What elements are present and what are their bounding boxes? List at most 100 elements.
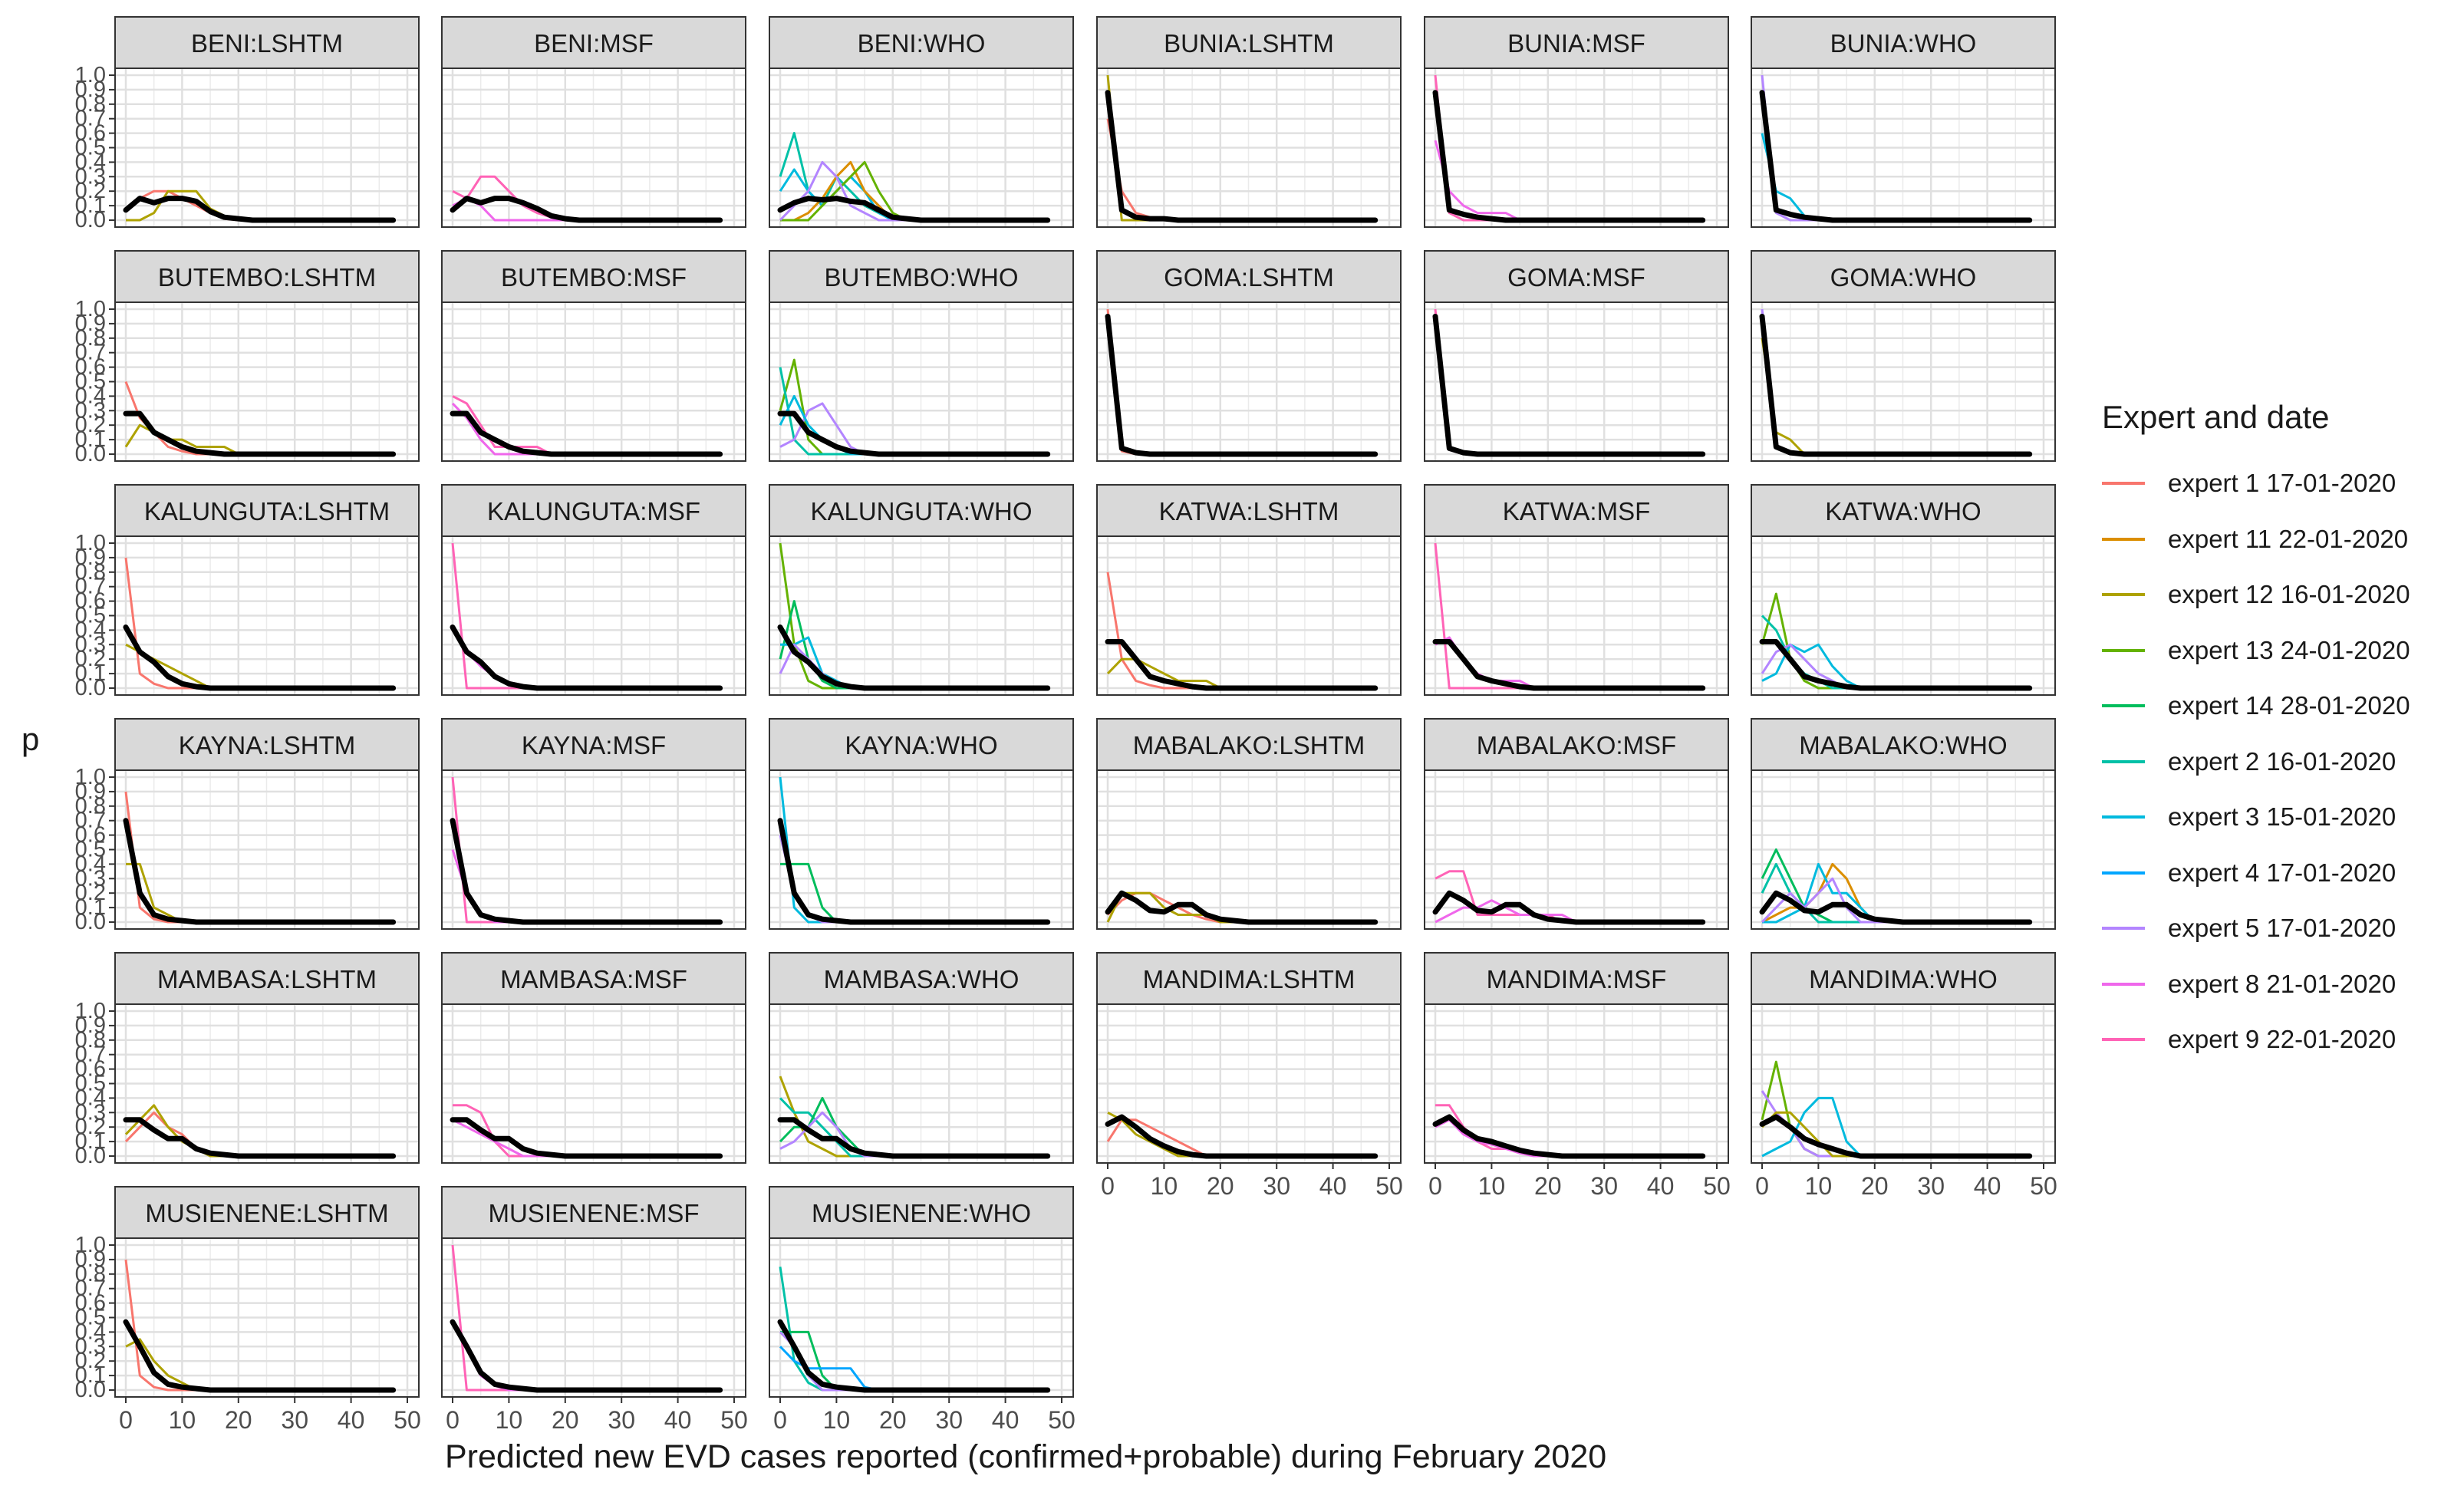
panel: MANDIMA:LSHTM 0 10 20 30 40 50 [1096, 952, 1403, 1200]
panel-strip [1096, 16, 1402, 69]
panel: BUNIA:WHO [1751, 16, 2056, 228]
panel: BENI:MSF [441, 16, 746, 228]
panel: MUSIENENE:LSHTM0.00.10.20.30.40.50.60.70… [75, 1186, 421, 1434]
panel-border [1096, 68, 1402, 228]
panel: GOMA:WHO [1751, 250, 2056, 462]
panel-border [1424, 68, 1729, 228]
pooled-series-line [777, 1319, 1051, 1393]
legend-item: expert 14 28-01-2020 [2102, 678, 2455, 734]
y-tick-label: 0.9 [75, 77, 106, 102]
x-tick-label: 0 [773, 1406, 787, 1434]
panel-title: KALUNGUTA:WHO [810, 497, 1032, 525]
panel-title: BUNIA:LSHTM [1164, 29, 1334, 58]
x-tick-label: 0 [446, 1406, 460, 1434]
panel-title: BENI:WHO [858, 29, 986, 58]
legend-swatch [2102, 593, 2145, 597]
y-tick-label: 0.1 [75, 1363, 106, 1388]
legend-swatch [2102, 759, 2145, 763]
x-tick-label: 40 [1647, 1172, 1675, 1200]
panel-border [441, 1237, 746, 1398]
panel: BENI:LSHTM 0.00.10.20.30.40.50.60.70.80.9… [75, 16, 420, 232]
y-tick-label: 0.3 [75, 632, 106, 657]
y-tick-label: 1.0 [75, 531, 106, 555]
pooled-series-line [123, 410, 397, 457]
panel-border [1424, 301, 1729, 462]
panel-title: KATWA:MSF [1503, 497, 1651, 525]
panel-strip [1096, 952, 1402, 1005]
panel: GOMA:LSHTM [1096, 250, 1402, 462]
panel-title: MUSIENENE:WHO [812, 1199, 1031, 1227]
y-tick-label: 0.7 [75, 107, 106, 131]
pooled-series-line [1759, 639, 2033, 691]
panel-title: MAMBASA:WHO [824, 965, 1020, 993]
pooled-series-line [1432, 639, 1706, 691]
panel: BUTEMBO:WHO [769, 250, 1074, 462]
pooled-series-line [1432, 90, 1706, 223]
panel-title: BENI:LSHTM [191, 29, 343, 58]
pooled-series-line [123, 196, 397, 223]
panel-border [1096, 1003, 1402, 1164]
y-tick-label: 0.3 [75, 1334, 106, 1359]
panel-title: GOMA:MSF [1507, 263, 1645, 292]
panel: KAYNA:LSHTM 0.00.10.20.30.40.50.60.70.80.… [75, 718, 420, 934]
panel-border [1751, 535, 2056, 696]
x-tick-label: 0 [119, 1406, 133, 1434]
y-tick-label: 0.9 [75, 779, 106, 804]
legend-label: expert 4 17-01-2020 [2168, 858, 2396, 887]
legend-items: expert 1 17-01-2020 expert 11 22-01-2020 e… [2102, 456, 2455, 1068]
y-tick-label: 0.2 [75, 179, 106, 203]
x-tick-label: 20 [879, 1406, 907, 1434]
x-tick-label: 40 [992, 1406, 1020, 1434]
x-tick-label: 50 [2030, 1172, 2057, 1200]
y-tick-label: 0.8 [75, 794, 106, 819]
panel-border [1096, 769, 1402, 930]
y-tick-label: 0.6 [75, 823, 106, 848]
panel-title: KATWA:LSHTM [1159, 497, 1339, 525]
panel-border [1096, 301, 1402, 462]
y-tick-label: 0.2 [75, 881, 106, 905]
y-tick-label: 0.1 [75, 1129, 106, 1154]
legend-item: expert 4 17-01-2020 [2102, 845, 2455, 901]
y-tick-label: 0.4 [75, 1085, 106, 1110]
pooled-series-line [777, 410, 1051, 457]
panel-title: KALUNGUTA:MSF [487, 497, 700, 525]
panel: MAMBASA:LSHTM 0.00.10.20.30.40.50.60.70.8… [75, 952, 420, 1168]
pooled-series-line [1759, 90, 2033, 223]
y-tick-label: 0.9 [75, 545, 106, 570]
legend-swatch [2102, 704, 2145, 708]
y-tick-label: 0.8 [75, 1262, 106, 1286]
panel: MAMBASA:WHO [769, 952, 1074, 1164]
panel-title: MAMBASA:LSHTM [157, 965, 377, 993]
panel-border [1424, 1003, 1729, 1164]
y-tick-label: 0.4 [75, 618, 106, 642]
x-tick-label: 0 [1428, 1172, 1442, 1200]
panel: KALUNGUTA:WHO [769, 484, 1074, 696]
y-tick-label: 0.5 [75, 1306, 106, 1330]
panel: BUTEMBO:MSF [441, 250, 746, 462]
y-tick-label: 0.1 [75, 661, 106, 686]
pooled-series-line [1432, 314, 1706, 457]
panel-border [1751, 301, 2056, 462]
panel-strip [114, 484, 420, 537]
y-tick-label: 0.5 [75, 604, 106, 628]
legend-swatch [2102, 815, 2145, 819]
y-tick-label: 0.1 [75, 427, 106, 452]
legend-label: expert 9 22-01-2020 [2168, 1025, 2396, 1054]
panel-border [1751, 769, 2056, 930]
legend-label: expert 11 22-01-2020 [2168, 524, 2409, 553]
y-tick-label: 0.5 [75, 1072, 106, 1096]
panel: KAYNA:WHO [769, 718, 1074, 930]
y-tick-label: 0.6 [75, 589, 106, 614]
panel-title: MANDIMA:MSF [1487, 965, 1667, 993]
panel: MABALAKO:WHO [1751, 718, 2056, 930]
panel-strip [769, 250, 1074, 303]
panel: MUSIENENE:WHO 0 10 20 30 40 50 [769, 1186, 1076, 1434]
y-tick-label: 0.5 [75, 136, 106, 160]
legend-item: expert 12 16-01-2020 [2102, 567, 2455, 623]
pooled-series-line [450, 624, 723, 691]
pooled-series-line [777, 818, 1051, 925]
panel-strip [114, 952, 420, 1005]
x-tick-label: 30 [1263, 1172, 1290, 1200]
panel-strip [1424, 718, 1729, 771]
panel: KATWA:WHO [1751, 484, 2056, 696]
